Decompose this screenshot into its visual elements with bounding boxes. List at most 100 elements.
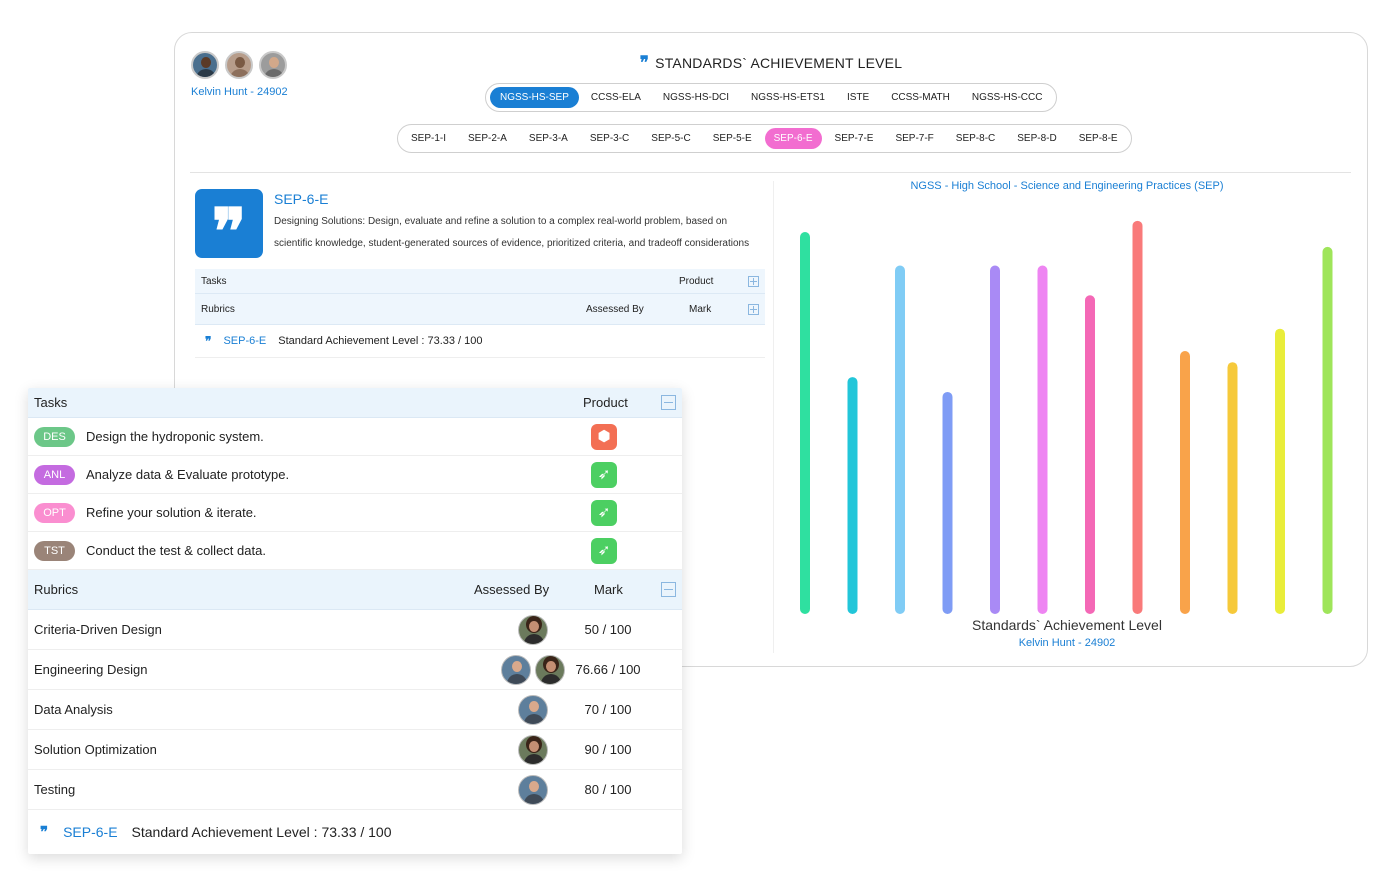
chart-title: NGSS - High School - Science and Enginee… — [910, 180, 1224, 192]
tab-sep-6-e[interactable]: SEP-6-E — [764, 128, 822, 149]
rubric-row: Criteria-Driven Design 50 / 100 — [28, 610, 682, 650]
tasks-label: Tasks — [201, 275, 227, 287]
rubric-row: Solution Optimization 90 / 100 — [28, 730, 682, 770]
rubric-name: Engineering Design — [34, 662, 148, 677]
expand-icon[interactable] — [748, 275, 759, 287]
quote-icon: ❞ — [639, 53, 650, 73]
task-row[interactable]: ANL Analyze data & Evaluate prototype. ➶ — [28, 456, 682, 494]
expand-icon[interactable] — [748, 303, 759, 315]
assessed-by-label: Assessed By — [586, 303, 644, 315]
task-tag: OPT — [34, 502, 75, 523]
rubrics-header-row: Rubrics Assessed By Mark — [195, 294, 765, 325]
tab-ngss-hs-ccc[interactable]: NGSS-HS-CCC — [971, 92, 1043, 103]
tab-sep-5-e[interactable]: SEP-5-E — [712, 133, 752, 144]
rubric-name: Solution Optimization — [34, 742, 157, 757]
standard-code: SEP-6-E — [274, 191, 329, 207]
assessor-avatars — [477, 614, 589, 645]
avatar[interactable] — [518, 614, 548, 645]
tab-sep-3-a[interactable]: SEP-3-A — [528, 133, 568, 144]
avatar[interactable] — [225, 51, 253, 79]
achievement-level: Standard Achievement Level : 73.33 / 100 — [278, 335, 483, 347]
rubric-mark: 50 / 100 — [584, 622, 632, 637]
avatar[interactable] — [518, 734, 548, 765]
task-tag: DES — [34, 426, 75, 447]
tasks-label: Tasks — [34, 395, 68, 410]
task-row[interactable]: DES Design the hydroponic system. ⬢ — [28, 418, 682, 456]
rocket-icon[interactable]: ➶ — [591, 537, 617, 564]
assessor-avatars — [477, 694, 589, 725]
cube-icon[interactable]: ⬢ — [591, 423, 617, 450]
tasks-header-row: Tasks Product — [195, 269, 765, 294]
rubric-name: Data Analysis — [34, 702, 113, 717]
tab-ngss-hs-ets1[interactable]: NGSS-HS-ETS1 — [751, 92, 825, 103]
rubric-row: Engineering Design 76.66 / 100 — [28, 650, 682, 690]
achievement-bar-chart — [800, 220, 1333, 614]
assessor-avatars — [477, 734, 589, 765]
standard-code-link[interactable]: SEP-6-E — [223, 335, 267, 347]
tab-sep-7-f[interactable]: SEP-7-F — [895, 133, 934, 144]
avatar[interactable] — [518, 774, 548, 805]
assessor-avatars — [477, 654, 589, 685]
tab-sep-1-i[interactable]: SEP-1-I — [411, 133, 447, 144]
standard-set-tabs: NGSS-HS-SEP CCSS-ELA NGSS-HS-DCI NGSS-HS-ET… — [485, 83, 1058, 112]
student-name[interactable]: Kelvin Hunt - 24902 — [191, 86, 288, 98]
rubric-row: Testing 80 / 100 — [28, 770, 682, 810]
rubric-mark: 80 / 100 — [584, 782, 632, 797]
product-label: Product — [583, 395, 628, 410]
avatar[interactable] — [501, 654, 531, 685]
task-list: DES Design the hydroponic system. ⬢ ANL Anal… — [28, 418, 682, 570]
achievement-summary: ❞ SEP-6-E Standard Achievement Level : 7… — [28, 810, 682, 854]
divider — [190, 172, 1351, 173]
page-title-text: STANDARDS` ACHIEVEMENT LEVEL — [655, 55, 903, 71]
mark-label: Mark — [689, 303, 712, 315]
tab-iste[interactable]: ISTE — [846, 92, 870, 103]
quote-icon: ❞ — [205, 334, 212, 348]
avatar[interactable] — [518, 694, 548, 725]
tab-sep-2-a[interactable]: SEP-2-A — [468, 133, 507, 144]
task-text: Refine your solution & iterate. — [86, 505, 257, 520]
page-title: ❞ STANDARDS` ACHIEVEMENT LEVEL — [175, 53, 1367, 73]
task-tag: ANL — [34, 464, 75, 485]
standard-code-link[interactable]: SEP-6-E — [63, 824, 118, 840]
tab-sep-8-c[interactable]: SEP-8-C — [955, 133, 996, 144]
tab-sep-3-c[interactable]: SEP-3-C — [589, 133, 630, 144]
rubrics-label: Rubrics — [34, 582, 79, 597]
task-tag: TST — [34, 540, 75, 561]
task-row[interactable]: OPT Refine your solution & iterate. ➶ — [28, 494, 682, 532]
tab-sep-7-e[interactable]: SEP-7-E — [834, 133, 874, 144]
tasks-header-row: Tasks Product — [28, 388, 682, 418]
rubric-mark: 76.66 / 100 — [575, 662, 641, 677]
avatar[interactable] — [259, 51, 287, 79]
task-rubric-panel: Tasks Product DES Design the hydroponic s… — [28, 388, 682, 854]
rocket-icon[interactable]: ➶ — [591, 461, 617, 488]
collapse-icon[interactable] — [661, 582, 676, 597]
assessed-by-label: Assessed By — [474, 582, 550, 597]
avatar[interactable] — [191, 51, 219, 79]
rubric-mark: 70 / 100 — [584, 702, 632, 717]
assessor-avatars — [477, 774, 589, 805]
rubric-name: Testing — [34, 782, 76, 797]
tab-ngss-hs-sep[interactable]: NGSS-HS-SEP — [490, 87, 579, 108]
tab-ngss-hs-dci[interactable]: NGSS-HS-DCI — [662, 92, 730, 103]
tab-ccss-math[interactable]: CCSS-MATH — [891, 92, 950, 103]
chart-subcaption: Kelvin Hunt - 24902 — [1018, 637, 1116, 649]
rubric-name: Criteria-Driven Design — [34, 622, 162, 637]
standard-summary-table: Tasks Product Rubrics Assessed By Mark ❞… — [195, 269, 765, 358]
tab-ccss-ela[interactable]: CCSS-ELA — [590, 92, 641, 103]
mark-label: Mark — [594, 582, 623, 597]
achievement-summary: ❞ SEP-6-E Standard Achievement Level : 7… — [195, 325, 765, 358]
tab-sep-5-c[interactable]: SEP-5-C — [651, 133, 691, 144]
quote-icon: ❞ — [195, 189, 263, 270]
task-text: Conduct the test & collect data. — [86, 543, 266, 558]
student-avatars — [191, 51, 287, 79]
rocket-icon[interactable]: ➶ — [591, 499, 617, 526]
rubrics-header-row: Rubrics Assessed By Mark — [28, 570, 682, 610]
tab-sep-8-e[interactable]: SEP-8-E — [1078, 133, 1118, 144]
quote-icon: ❞ — [40, 823, 49, 841]
task-row[interactable]: TST Conduct the test & collect data. ➶ — [28, 532, 682, 570]
rubric-list: Criteria-Driven Design 50 / 100 Engineerin… — [28, 610, 682, 810]
tab-sep-8-d[interactable]: SEP-8-D — [1017, 133, 1057, 144]
avatar[interactable] — [535, 654, 565, 685]
collapse-icon[interactable] — [661, 395, 676, 410]
rubric-mark: 90 / 100 — [584, 742, 632, 757]
